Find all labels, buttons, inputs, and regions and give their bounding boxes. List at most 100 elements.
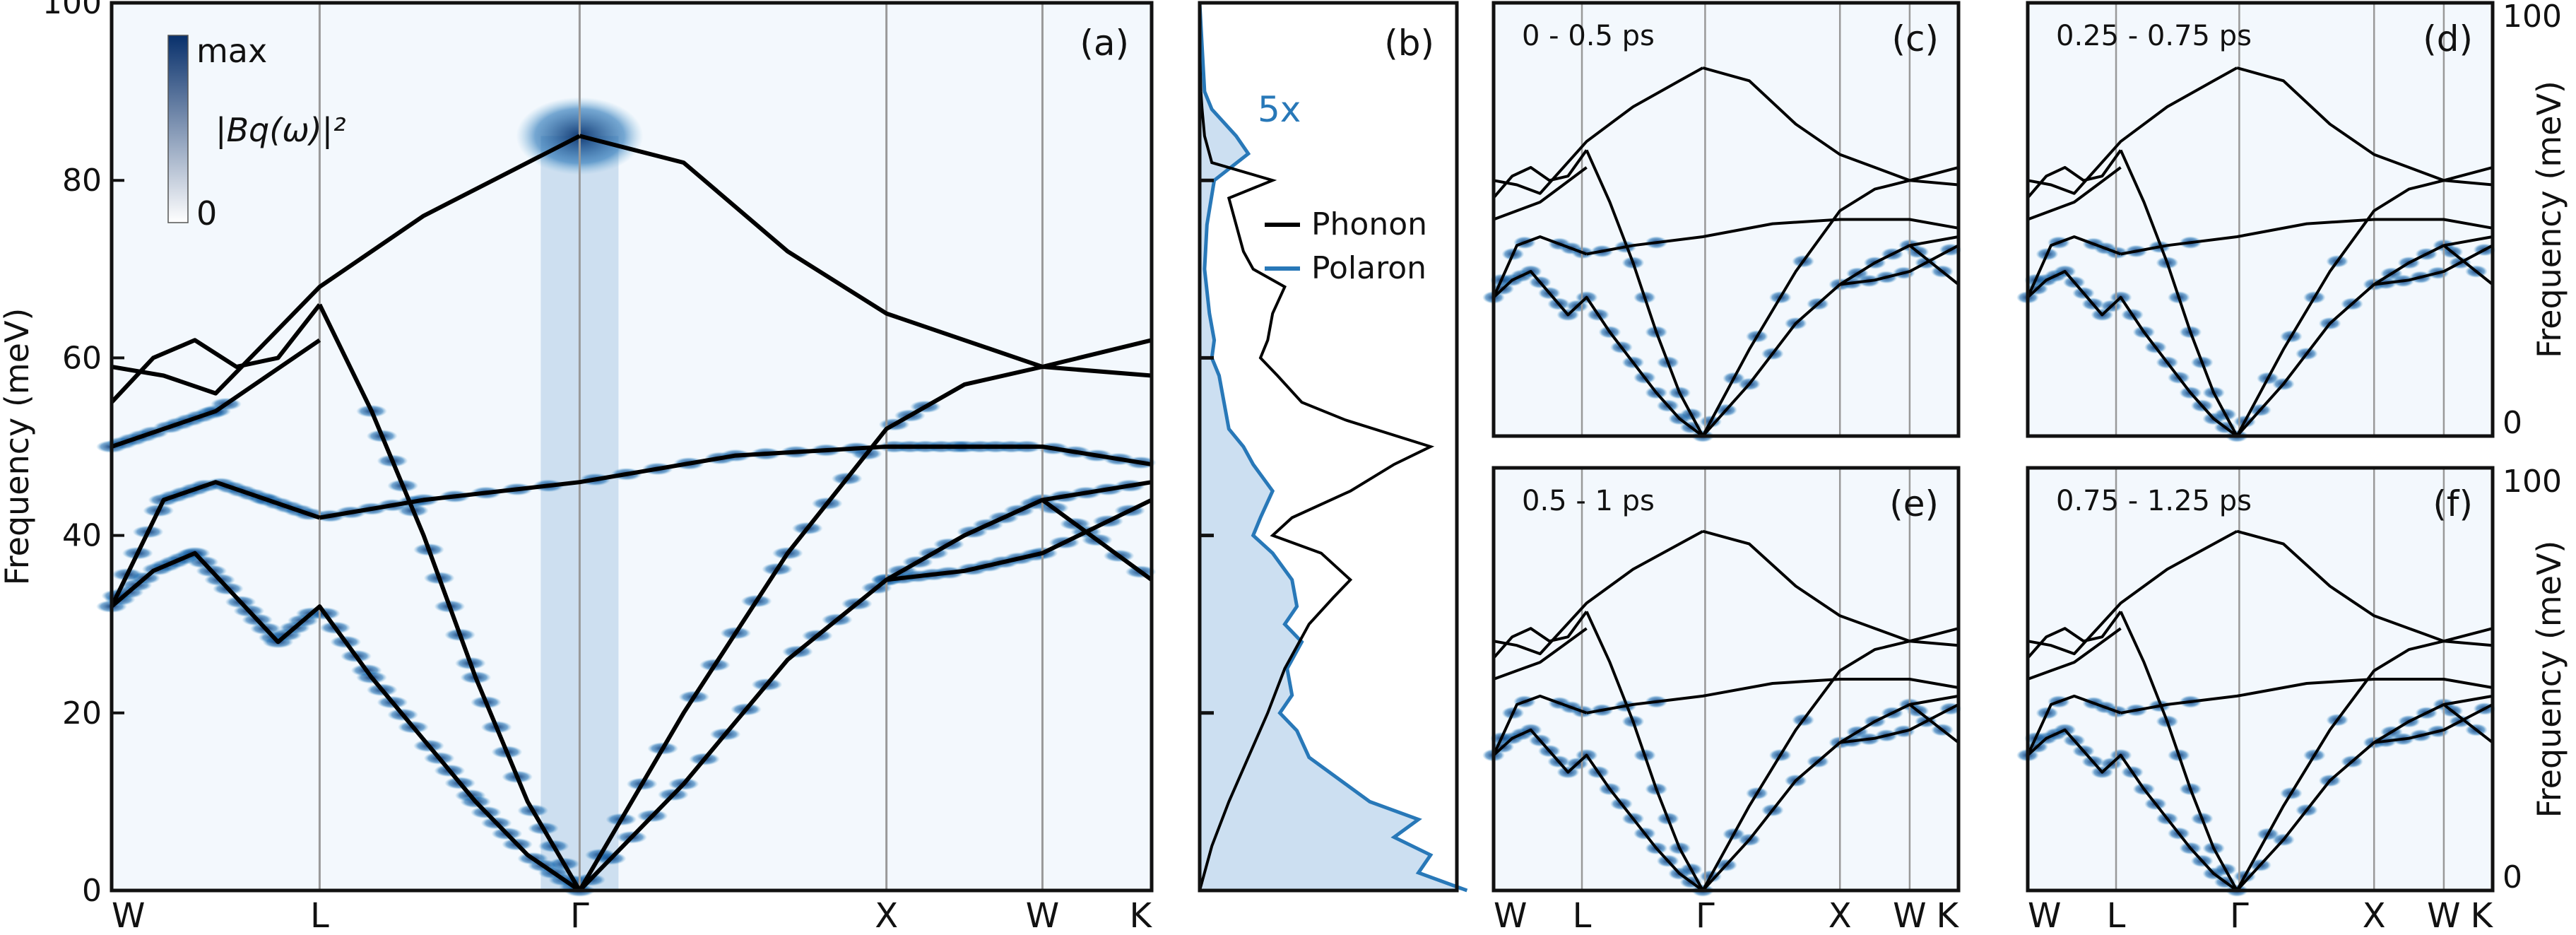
panel-e: W L Γ X W K(e)0.5 - 1 ps bbox=[1482, 466, 1962, 935]
panel-a-phonon-branches bbox=[110, 134, 1153, 893]
phonon-branch bbox=[2026, 149, 2122, 199]
y-tick-label: 60 bbox=[62, 340, 102, 376]
panel-a-frame bbox=[110, 1, 1154, 893]
phonon-branch bbox=[1839, 244, 1959, 286]
phonon-branch bbox=[1493, 66, 1704, 195]
time-window-label: 0.5 - 1 ps bbox=[1522, 485, 1655, 517]
scale-annotation: 5x bbox=[1258, 89, 1301, 130]
panel-frame bbox=[2026, 1, 2495, 438]
panel-a-label: (a) bbox=[1080, 23, 1129, 64]
x-tick-label: X bbox=[2363, 896, 2386, 935]
panel-a-x-tick-label: L bbox=[310, 896, 329, 935]
colorbar: max 0 |Bq(ω)|² bbox=[167, 32, 346, 233]
panel-a-x-tick-label: X bbox=[875, 896, 898, 935]
right-y-tick-label: 0 bbox=[2503, 859, 2522, 895]
panel-b: (b) 5x Phonon Polaron bbox=[1198, 1, 1468, 893]
phonon-branch bbox=[2026, 694, 2122, 756]
phonon-branch bbox=[2119, 611, 2238, 891]
phonon-branch bbox=[886, 498, 1153, 582]
legend-polaron-label: Polaron bbox=[1311, 250, 1426, 286]
phonon-branch bbox=[1586, 218, 1959, 256]
phonon-branch bbox=[319, 445, 1152, 520]
panel-a-x-tick-label: W bbox=[1026, 896, 1059, 935]
time-window-label: 0 - 0.5 ps bbox=[1522, 20, 1655, 52]
phonon-branch bbox=[1908, 244, 1960, 286]
phonon-branch bbox=[2442, 244, 2494, 286]
colorbar-min-label: 0 bbox=[196, 194, 217, 233]
phonon-branch bbox=[1492, 235, 1588, 298]
x-tick-label: W bbox=[1893, 896, 1926, 935]
phonon-branch bbox=[2026, 235, 2122, 298]
x-tick-label: Γ bbox=[2230, 896, 2249, 935]
y-tick-label: 20 bbox=[62, 695, 102, 731]
time-window-panels: (c) 0 - 0.5 ps (d) 0.25 - 0.75 ps 0 100 Freque… bbox=[1482, 0, 2568, 935]
phonon-branch bbox=[1492, 611, 1588, 659]
phonon-branch bbox=[1701, 179, 1959, 437]
panel-b-y-ticks bbox=[1200, 178, 1214, 715]
phonon-branch bbox=[317, 303, 581, 892]
phonon-branch bbox=[1492, 728, 1704, 892]
x-tick-label: K bbox=[1937, 896, 1960, 935]
panel-frame bbox=[2026, 466, 2495, 893]
legend-phonon-label: Phonon bbox=[1311, 206, 1427, 242]
panel-b-label: (b) bbox=[1384, 23, 1434, 64]
phonon-branch bbox=[577, 365, 1152, 892]
phonon-branch bbox=[2027, 166, 2122, 221]
panel-c: (c) 0 - 0.5 ps bbox=[1482, 1, 1962, 442]
time-window-label: 0.75 - 1.25 ps bbox=[2056, 485, 2252, 517]
right-y-label: Frequency (meV) bbox=[2530, 81, 2568, 358]
x-tick-label: L bbox=[2107, 896, 2126, 935]
panel-frame bbox=[1491, 1, 1961, 438]
phonon-branch bbox=[2027, 627, 2122, 681]
phonon-branch bbox=[1492, 694, 1588, 756]
phonon-branch bbox=[2026, 270, 2238, 437]
phonon-branch bbox=[2442, 703, 2494, 744]
panel-label: (d) bbox=[2423, 18, 2473, 59]
phonon-branch bbox=[2235, 640, 2493, 891]
right-y-tick-label: 100 bbox=[2503, 464, 2562, 500]
right-y-tick-label: 0 bbox=[2503, 405, 2522, 441]
phonon-branch bbox=[1585, 611, 1704, 891]
phonon-branch bbox=[1701, 640, 1959, 891]
panel-a-x-tick-label: W bbox=[112, 896, 145, 935]
panel-a-x-tick-label: Γ bbox=[570, 896, 589, 935]
y-tick-label: 0 bbox=[82, 873, 102, 909]
right-y-label: Frequency (meV) bbox=[2530, 541, 2568, 818]
phonon-branch bbox=[110, 480, 321, 608]
panel-a-y-label: Frequency (meV) bbox=[0, 308, 36, 586]
phonon-branch bbox=[111, 134, 581, 396]
phonon-branch bbox=[1493, 166, 1588, 221]
phonon-branch bbox=[1041, 498, 1153, 582]
x-tick-label: K bbox=[2471, 896, 2494, 935]
phonon-branch bbox=[2235, 179, 2493, 437]
phonon-branch bbox=[110, 551, 581, 893]
phonon-branch bbox=[1493, 529, 1704, 656]
phonon-branch bbox=[2120, 678, 2493, 715]
phonon-curve bbox=[1198, 3, 1435, 891]
polaron-curve bbox=[1198, 2, 1468, 893]
phonon-branch bbox=[1585, 149, 1704, 437]
y-tick-label: 40 bbox=[62, 518, 102, 554]
right-y-tick-label: 100 bbox=[2503, 0, 2562, 35]
phonon-branch bbox=[2373, 703, 2493, 744]
phonon-branch bbox=[1839, 703, 1959, 744]
panel-a-x-tick-label: K bbox=[1130, 896, 1153, 935]
panel-frame bbox=[1491, 466, 1961, 893]
x-tick-label: W bbox=[1494, 896, 1527, 935]
panel-label: (e) bbox=[1889, 483, 1939, 524]
phonon-branch bbox=[2027, 529, 2238, 656]
panel-d: (d) 0.25 - 0.75 ps 0 100 Frequency (meV) bbox=[2016, 0, 2568, 442]
phonon-branch bbox=[111, 338, 321, 449]
phonon-branch bbox=[2373, 244, 2493, 286]
x-tick-label: W bbox=[2427, 896, 2460, 935]
x-tick-label: Γ bbox=[1696, 896, 1715, 935]
x-tick-label: X bbox=[1828, 896, 1852, 935]
x-tick-label: L bbox=[1573, 896, 1592, 935]
phonon-branch bbox=[2027, 66, 2238, 195]
polaron-area-fill bbox=[1200, 3, 1467, 890]
y-tick-label: 100 bbox=[42, 0, 102, 21]
